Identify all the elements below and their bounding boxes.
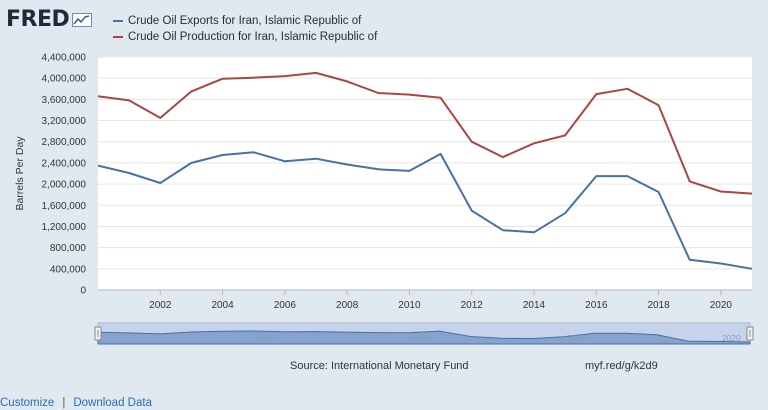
x-tick-label: 2010 bbox=[398, 300, 421, 311]
navigator-label: 2005 bbox=[256, 333, 275, 343]
y-tick-label: 1,600,000 bbox=[42, 201, 87, 212]
y-tick-label: 3,600,000 bbox=[42, 95, 87, 106]
plot-area bbox=[98, 57, 752, 290]
y-tick-label: 800,000 bbox=[50, 243, 87, 254]
y-tick-label: 3,200,000 bbox=[42, 116, 87, 127]
range-navigator[interactable]: 2005 2010 2015 2020 bbox=[0, 320, 768, 350]
y-tick-label: 0 bbox=[80, 286, 86, 297]
fred-logo[interactable]: FRED bbox=[6, 7, 93, 32]
x-tick-label: 2004 bbox=[211, 300, 234, 311]
navigator-label: 2020 bbox=[722, 333, 741, 343]
x-tick-label: 2018 bbox=[647, 300, 670, 311]
x-tick-label: 2002 bbox=[149, 300, 172, 311]
header: FRED Crude Oil Exports for Iran, Islamic… bbox=[0, 0, 768, 48]
legend-item-exports[interactable]: Crude Oil Exports for Iran, Islamic Repu… bbox=[113, 13, 377, 29]
series-line-exports bbox=[97, 151, 753, 270]
legend: Crude Oil Exports for Iran, Islamic Repu… bbox=[113, 13, 377, 45]
y-tick-label: 2,800,000 bbox=[42, 137, 87, 148]
footer: Customize | Download Data bbox=[0, 397, 152, 409]
short-url[interactable]: myf.red/g/k2d9 bbox=[585, 360, 658, 372]
x-tick-label: 2008 bbox=[336, 300, 359, 311]
y-tick-label: 400,000 bbox=[50, 264, 87, 275]
x-tick-label: 2014 bbox=[523, 300, 546, 311]
x-tick-label: 2012 bbox=[461, 300, 484, 311]
x-tick-label: 2016 bbox=[585, 300, 608, 311]
source-text: Source: International Monetary Fund bbox=[290, 360, 469, 372]
y-tick-label: 2,400,000 bbox=[42, 158, 87, 169]
y-tick-label: 4,400,000 bbox=[42, 53, 87, 64]
x-tick-label: 2020 bbox=[710, 300, 733, 311]
legend-swatch bbox=[113, 20, 123, 22]
footer-separator: | bbox=[62, 397, 66, 409]
y-tick-label: 2,000,000 bbox=[42, 180, 87, 191]
y-tick-label: 1,200,000 bbox=[42, 222, 87, 233]
navigator-series-area bbox=[97, 330, 751, 345]
customize-link[interactable]: Customize bbox=[0, 397, 55, 409]
legend-item-production[interactable]: Crude Oil Production for Iran, Islamic R… bbox=[113, 29, 377, 45]
logo-text: FRED bbox=[6, 7, 70, 32]
x-tick-label: 2006 bbox=[274, 300, 297, 311]
legend-label: Crude Oil Exports for Iran, Islamic Repu… bbox=[128, 15, 362, 27]
navigator-label: 2010 bbox=[411, 333, 430, 343]
download-data-link[interactable]: Download Data bbox=[73, 397, 152, 409]
navigator-label: 2015 bbox=[567, 333, 586, 343]
legend-label: Crude Oil Production for Iran, Islamic R… bbox=[128, 31, 378, 43]
series-line-production bbox=[97, 71, 753, 195]
y-axis-label: Barrels Per Day bbox=[14, 136, 26, 211]
line-chart-icon bbox=[72, 13, 93, 27]
line-chart: 0 400,000 800,000 1,200,000 1,600,000 2,000,0… bbox=[14, 53, 753, 311]
legend-swatch bbox=[113, 36, 123, 38]
y-tick-label: 4,000,000 bbox=[42, 74, 87, 85]
